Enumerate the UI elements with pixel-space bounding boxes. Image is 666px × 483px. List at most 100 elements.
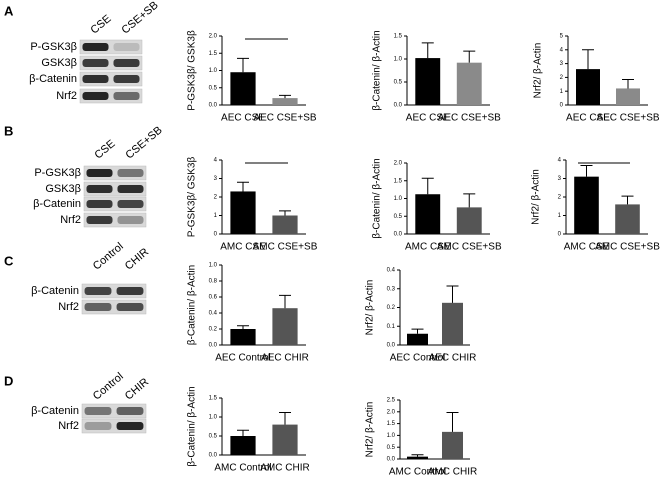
error-bar — [622, 78, 634, 89]
y-tick-label: 3 — [214, 176, 218, 182]
bar — [442, 431, 463, 459]
blot-band — [113, 92, 140, 100]
x-tick-label: AMC CSE+SB — [595, 242, 660, 253]
y-tick-label: 2.0 — [387, 409, 396, 415]
band-label: β-Catenin — [31, 405, 79, 417]
x-tick-label: AEC CSE+SB — [438, 113, 501, 124]
panel-label: B — [4, 123, 13, 138]
blot-band — [82, 92, 109, 100]
panel-label: A — [4, 3, 14, 18]
y-tick-label: 0.8 — [209, 279, 218, 285]
x-tick-label: AMC CHIR — [260, 463, 309, 474]
error-bar — [421, 177, 434, 195]
x-tick-label: AMC CSE — [564, 242, 610, 253]
y-tick-label: 2 — [214, 195, 218, 201]
bar — [230, 436, 256, 455]
y-tick-label: 0.0 — [209, 103, 218, 109]
y-tick-label: 0.3 — [387, 286, 396, 292]
y-tick-label: 0.5 — [209, 434, 218, 440]
band-label: β-Catenin — [29, 73, 77, 85]
bar — [407, 456, 428, 459]
error-bar — [279, 94, 291, 99]
y-tick-label: 0 — [214, 232, 218, 238]
y-tick-label: 0.0 — [387, 457, 396, 463]
bar — [456, 207, 482, 234]
lane-label: CHIR — [123, 376, 151, 403]
x-tick-label: AMC CHIR — [428, 467, 477, 478]
x-tick-label: AMC CSE — [220, 242, 266, 253]
y-tick-label: 0.2 — [209, 327, 218, 333]
blot-band — [117, 216, 144, 224]
y-tick-label: 0.2 — [387, 305, 396, 311]
bar — [415, 194, 441, 234]
panel-label: C — [4, 253, 14, 268]
error-bar — [621, 195, 634, 205]
error-bar — [446, 412, 459, 432]
lane-label: Control — [91, 371, 126, 403]
error-bar — [446, 285, 459, 303]
band-label: Nrf2 — [58, 420, 79, 432]
bar — [456, 62, 482, 105]
y-tick-label: 0 — [558, 232, 562, 238]
blot-band — [84, 407, 112, 415]
blot-band — [84, 287, 112, 295]
y-axis-label: β-Catenin/ β-Actin — [372, 158, 383, 238]
y-axis-label: Nrf2/ β-Actin — [531, 169, 542, 225]
x-tick-label: AEC Control — [215, 353, 271, 364]
y-axis-label: β-Catenin/ β-Actin — [187, 386, 198, 466]
error-bar — [237, 57, 249, 73]
blot-band — [86, 200, 113, 208]
lane-label: CSE — [92, 138, 117, 162]
bar — [415, 58, 441, 105]
blot-band — [86, 169, 113, 177]
y-tick-label: 1.0 — [209, 68, 218, 74]
y-tick-label: 1.5 — [209, 396, 218, 402]
error-bar — [279, 294, 291, 309]
band-label: β-Catenin — [33, 198, 81, 210]
y-tick-label: 1.0 — [394, 57, 403, 63]
band-label: GSK3β — [41, 57, 77, 69]
x-tick-label: AMC CSE — [405, 242, 451, 253]
y-tick-label: 2.0 — [209, 34, 218, 40]
x-tick-label: AEC CSE — [406, 113, 450, 124]
blot-band — [84, 303, 112, 311]
bar — [272, 424, 298, 455]
y-axis-label: P-GSK3β/ GSK3β — [187, 30, 198, 111]
blot-band — [82, 75, 109, 83]
y-tick-label: 5 — [560, 34, 564, 40]
error-bar — [582, 49, 594, 70]
band-label: P-GSK3β — [30, 41, 77, 53]
y-tick-label: 1.0 — [209, 415, 218, 421]
error-bar — [411, 454, 424, 457]
blot-band — [116, 287, 144, 295]
y-tick-label: 1.5 — [394, 178, 403, 184]
x-tick-label: AMC Control — [214, 463, 271, 474]
bar — [574, 176, 599, 234]
y-tick-label: 0.0 — [209, 343, 218, 349]
y-tick-label: 0.0 — [387, 343, 396, 349]
y-tick-label: 0.0 — [209, 453, 218, 459]
lane-label: CSE+SB — [123, 124, 164, 161]
band-label: Nrf2 — [60, 214, 81, 226]
bar — [272, 98, 298, 105]
y-tick-label: 2 — [558, 195, 562, 201]
y-tick-label: 0 — [560, 103, 564, 109]
x-tick-label: AMC Control — [389, 467, 446, 478]
blot-band — [116, 303, 144, 311]
bar — [230, 72, 256, 105]
y-axis-label: Nrf2/ β-Actin — [533, 43, 544, 99]
x-tick-label: AEC CSE+SB — [253, 113, 316, 124]
y-tick-label: 2 — [560, 75, 564, 81]
blot-band — [116, 422, 144, 430]
band-label: GSK3β — [45, 183, 81, 195]
bar — [576, 69, 600, 105]
y-axis-label: Nrf2/ β-Actin — [365, 280, 376, 336]
y-axis-label: β-Catenin/ β-Actin — [372, 30, 383, 110]
y-tick-label: 4 — [558, 158, 562, 164]
y-tick-label: 1.5 — [209, 51, 218, 57]
error-bar — [411, 328, 424, 334]
blot-band — [113, 75, 140, 83]
y-tick-label: 4 — [214, 158, 218, 164]
